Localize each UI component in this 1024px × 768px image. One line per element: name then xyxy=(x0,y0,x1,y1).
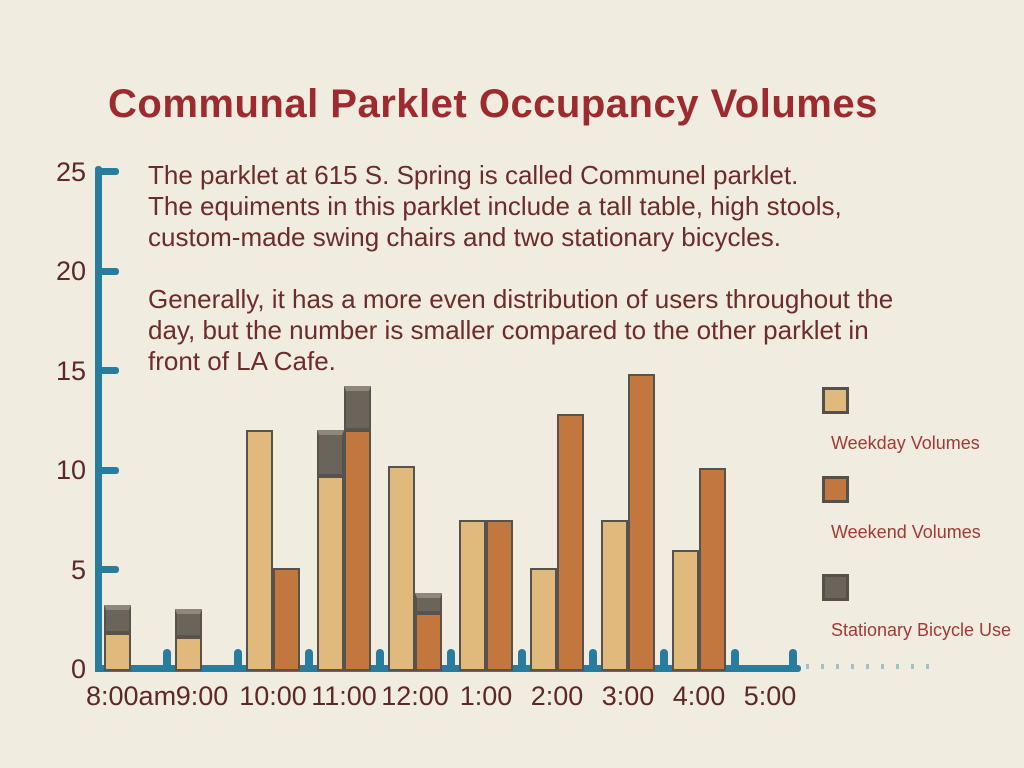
y-axis-line xyxy=(95,166,102,672)
x-axis-tick xyxy=(517,649,526,665)
description-line: day, but the number is smaller compared … xyxy=(148,315,869,345)
x-axis-label: 12:00 xyxy=(381,681,449,711)
y-axis-label: 0 xyxy=(70,654,86,684)
bar-weekday-1:00 xyxy=(459,519,486,671)
bar-weekend-3:00 xyxy=(628,374,655,671)
bar-weekday-10:00 xyxy=(246,430,273,671)
weekend-swatch xyxy=(822,476,849,503)
bar-weekday-2:00 xyxy=(530,567,557,671)
bar-weekday-8:00am xyxy=(104,633,131,671)
bar-bicycle-on-weekday-9:00 xyxy=(175,609,202,638)
x-axis-tick xyxy=(659,649,668,665)
bar-weekend-12:00 xyxy=(415,613,442,671)
y-axis-tick xyxy=(101,466,119,474)
description-line: custom-made swing chairs and two station… xyxy=(148,222,781,252)
legend-label-weekday: Weekday Volumes xyxy=(831,433,980,453)
legend-item-weekday: Weekday Volumes xyxy=(822,387,980,454)
description-line: front of LA Cafe. xyxy=(148,346,336,376)
legend-item-bicycle: Stationary Bicycle Use xyxy=(822,574,1011,641)
legend-label-weekend: Weekend Volumes xyxy=(831,522,981,542)
x-axis-label: 1:00 xyxy=(459,681,513,711)
y-axis-tick xyxy=(101,367,119,374)
x-axis-label: 3:00 xyxy=(601,681,655,711)
description-line: The parklet at 615 S. Spring is called C… xyxy=(148,160,799,190)
x-axis-tick xyxy=(730,649,739,665)
bar-bicycle-on-weekday-8:00am xyxy=(104,605,131,634)
legend-label-bicycle: Stationary Bicycle Use xyxy=(831,620,1012,640)
bar-weekday-3:00 xyxy=(601,519,628,671)
y-axis-label: 10 xyxy=(55,455,86,485)
x-axis-tick xyxy=(162,649,171,665)
bar-bicycle-on-weekend-12:00 xyxy=(415,593,442,614)
axis-dotted-trail xyxy=(806,664,936,669)
bar-weekend-10:00 xyxy=(273,567,300,671)
x-axis-label: 10:00 xyxy=(239,681,307,711)
x-axis-tick xyxy=(304,649,313,665)
y-axis-label: 5 xyxy=(70,554,86,585)
y-axis-tick xyxy=(101,566,119,573)
x-axis-tick xyxy=(588,649,597,665)
x-axis-label: 11:00 xyxy=(311,681,377,711)
y-axis-label: 25 xyxy=(55,156,86,187)
bar-weekday-4:00 xyxy=(672,549,699,671)
legend-item-weekend: Weekend Volumes xyxy=(822,476,981,543)
bar-bicycle-on-weekday-11:00 xyxy=(317,430,344,476)
description-text: The parklet at 615 S. Spring is called C… xyxy=(148,160,893,377)
x-axis-label: 8:00am xyxy=(86,681,177,711)
x-axis-tick xyxy=(446,649,455,665)
bar-weekday-9:00 xyxy=(175,637,202,671)
bar-weekday-12:00 xyxy=(388,466,415,671)
x-axis-label: 2:00 xyxy=(530,681,584,711)
chart-title: Communal Parklet Occupancy Volumes xyxy=(108,82,878,126)
x-axis-label: 5:00 xyxy=(743,681,797,711)
x-axis-tick xyxy=(375,649,384,665)
bar-weekend-4:00 xyxy=(699,468,726,671)
x-axis-tick xyxy=(789,649,797,665)
bar-weekend-2:00 xyxy=(557,414,584,671)
x-axis-tick xyxy=(233,649,242,665)
bar-weekend-1:00 xyxy=(486,519,513,671)
weekday-swatch xyxy=(822,387,849,414)
bar-weekday-11:00 xyxy=(317,475,344,671)
y-axis-tick xyxy=(101,267,119,275)
y-axis-label: 15 xyxy=(55,355,86,386)
bar-bicycle-on-weekend-11:00 xyxy=(344,386,371,431)
bar-weekend-11:00 xyxy=(344,430,371,671)
description-line: Generally, it has a more even distributi… xyxy=(148,284,894,314)
bicycle-swatch xyxy=(822,574,849,601)
y-axis-label: 20 xyxy=(55,256,86,286)
y-axis-tick xyxy=(101,168,119,175)
x-axis-line xyxy=(95,665,801,672)
description-line: The equiments in this parklet include a … xyxy=(148,191,842,221)
x-axis-label: 4:00 xyxy=(672,681,726,711)
description-line xyxy=(148,253,893,284)
x-axis-label: 9:00 xyxy=(175,681,229,711)
